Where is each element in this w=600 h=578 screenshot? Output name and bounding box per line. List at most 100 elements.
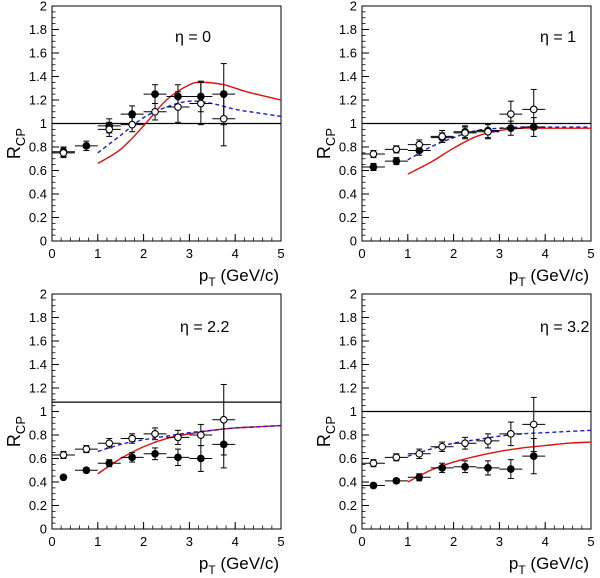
point-marker xyxy=(82,466,91,475)
x-tick-label: 2 xyxy=(140,246,147,261)
point-marker xyxy=(197,431,205,439)
y-tick-label: 1.2 xyxy=(29,93,47,108)
point-marker xyxy=(484,127,492,136)
x-tick-label: 2 xyxy=(140,534,147,549)
x-tick-label: 1 xyxy=(404,246,411,261)
point-marker xyxy=(174,453,182,462)
y-tick-label: 0.8 xyxy=(29,140,47,155)
x-tick-label: 3 xyxy=(186,246,193,261)
filled-data-point xyxy=(476,460,500,476)
y-tick-label: 0.6 xyxy=(29,163,47,178)
point-marker xyxy=(151,429,159,438)
open-data-point xyxy=(143,103,167,121)
point-marker xyxy=(369,163,378,171)
x-tick-label: 1 xyxy=(404,534,411,549)
open-data-point xyxy=(212,383,236,456)
point-marker xyxy=(197,99,205,108)
y-tick-label: 1.6 xyxy=(29,334,47,349)
point-marker xyxy=(529,452,538,461)
point-marker xyxy=(415,449,424,458)
open-data-point xyxy=(499,421,523,447)
open-data-point xyxy=(74,445,98,454)
point-marker xyxy=(369,481,378,490)
filled-data-point xyxy=(362,481,385,490)
x-tick-label: 4 xyxy=(232,246,239,261)
y-tick-label: 0.8 xyxy=(29,428,47,443)
x-tick-label: 5 xyxy=(587,246,594,261)
open-data-point xyxy=(120,433,144,444)
x-tick-label: 0 xyxy=(358,246,365,261)
y-tick-label: 1.2 xyxy=(29,381,47,396)
filled-data-point xyxy=(166,448,190,467)
point-marker xyxy=(128,120,136,129)
open-data-point xyxy=(189,81,213,126)
y-tick-label: 0 xyxy=(40,522,47,537)
y-tick-label: 2 xyxy=(350,0,357,14)
point-marker xyxy=(369,150,378,158)
y-tick-label: 0.4 xyxy=(29,187,47,202)
filled-data-point xyxy=(499,459,523,479)
point-marker xyxy=(415,473,424,482)
point-marker xyxy=(174,103,182,111)
point-marker xyxy=(128,434,136,443)
point-marker xyxy=(82,141,91,150)
y-tick-label: 0.6 xyxy=(339,451,357,466)
open-data-point xyxy=(166,91,190,123)
open-data-point xyxy=(430,441,454,452)
x-tick-label: 1 xyxy=(94,534,101,549)
point-marker xyxy=(438,464,447,472)
blue-curve xyxy=(97,100,282,154)
filled-data-point xyxy=(143,447,167,461)
point-marker xyxy=(507,465,515,473)
filled-data-point xyxy=(59,473,68,482)
open-data-point xyxy=(407,139,431,150)
point-marker xyxy=(484,464,492,472)
filled-data-point xyxy=(407,473,431,482)
filled-data-point xyxy=(74,140,98,152)
open-data-point xyxy=(476,124,500,140)
panel-3: 0 1 2 3 4 5 0 0.2 0.4 0.6 0.8 1 1.2 1.4 1.6 1.8 2 pT (GeV… xyxy=(4,287,285,578)
y-tick-label: 2 xyxy=(350,287,357,302)
point-marker xyxy=(438,132,447,141)
filled-data-point xyxy=(384,476,408,485)
open-data-point xyxy=(212,91,236,147)
point-marker xyxy=(128,453,136,462)
point-marker xyxy=(529,105,538,114)
open-data-point xyxy=(97,121,121,137)
panel-title: η = 1 xyxy=(540,29,576,46)
point-marker xyxy=(59,473,68,482)
point-marker xyxy=(105,459,114,468)
y-tick-label: 2 xyxy=(40,0,47,14)
y-tick-label: 1 xyxy=(350,116,357,131)
point-marker xyxy=(151,107,159,116)
y-tick-label: 1.2 xyxy=(339,93,357,108)
y-tick-label: 1.2 xyxy=(339,381,357,396)
y-tick-label: 0 xyxy=(40,234,47,249)
x-axis-label: pT (GeV/c) xyxy=(199,554,279,577)
y-tick-label: 1.8 xyxy=(339,310,357,325)
x-axis-label: pT (GeV/c) xyxy=(199,266,279,289)
y-tick-label: 0.2 xyxy=(339,498,357,513)
y-tick-label: 1 xyxy=(40,404,47,419)
open-data-point xyxy=(52,147,75,159)
y-tick-label: 0.8 xyxy=(339,428,357,443)
y-tick-label: 0.8 xyxy=(339,140,357,155)
point-marker xyxy=(392,157,401,165)
y-tick-label: 1 xyxy=(350,404,357,419)
open-data-point xyxy=(120,117,144,133)
open-data-point xyxy=(407,448,431,459)
panel-4: 0 1 2 3 4 5 0 0.2 0.4 0.6 0.8 1 1.2 1.4 1.6 1.8 2 pT (GeV… xyxy=(314,287,595,578)
point-marker xyxy=(392,145,401,154)
x-tick-label: 4 xyxy=(542,246,549,261)
filled-data-point xyxy=(384,157,408,166)
point-marker xyxy=(59,451,68,459)
x-tick-label: 0 xyxy=(48,534,55,549)
open-data-point xyxy=(453,436,477,450)
y-tick-label: 1.4 xyxy=(339,69,357,84)
y-tick-label: 0 xyxy=(350,234,357,249)
y-tick-label: 0.2 xyxy=(339,210,357,225)
red-curve xyxy=(407,127,591,175)
y-axis-label: RCP xyxy=(314,416,338,447)
point-marker xyxy=(507,429,515,438)
panel-2: 0 1 2 3 4 5 0 0.2 0.4 0.6 0.8 1 1.2 1.4 1.6 1.8 2 pT (GeV… xyxy=(314,0,595,289)
